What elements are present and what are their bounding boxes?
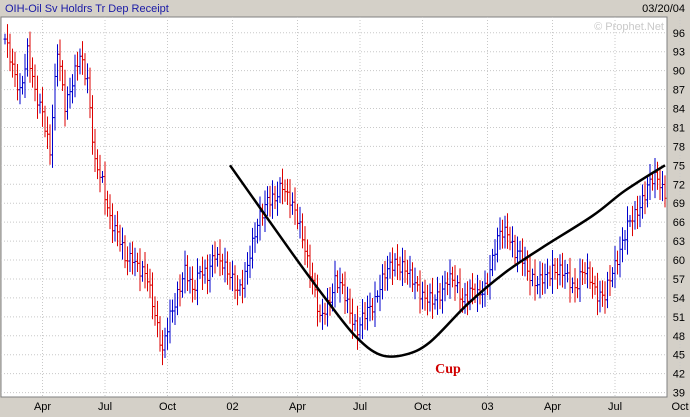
y-tick-label: 90 [673, 66, 685, 78]
y-tick-label: 81 [673, 122, 685, 134]
y-tick-label: 66 [673, 217, 685, 229]
x-tick-label: Jul [98, 401, 112, 413]
x-tick-label: 02 [226, 401, 238, 413]
y-tick-label: 57 [673, 274, 685, 286]
x-tick-label: Oct [671, 401, 688, 413]
cup-curve [228, 164, 666, 358]
y-tick-label: 75 [673, 160, 685, 172]
y-tick-label: 51 [673, 312, 685, 324]
plot-area [0, 16, 668, 398]
x-tick-label: Jul [353, 401, 367, 413]
x-tick-label: Apr [544, 401, 561, 413]
chart-title: OIH-Oil Sv Holdrs Tr Dep Receipt [5, 3, 169, 15]
x-tick-label: Jul [608, 401, 622, 413]
y-tick-label: 78 [673, 141, 685, 153]
y-tick-label: 42 [673, 369, 685, 381]
y-tick-label: 87 [673, 85, 685, 97]
x-axis-labels: AprJulOct02AprJulOct03AprJulOct04 [34, 401, 689, 413]
y-tick-label: 93 [673, 47, 685, 59]
y-tick-label: 96 [673, 28, 685, 40]
x-tick-label: Apr [34, 401, 51, 413]
x-tick-label: 03 [481, 401, 493, 413]
y-tick-label: 60 [673, 255, 685, 267]
cup-label: Cup [435, 362, 461, 377]
y-tick-label: 84 [673, 104, 685, 116]
price-bar [663, 175, 667, 208]
y-tick-label: 39 [673, 388, 685, 400]
x-tick-label: Oct [159, 401, 176, 413]
y-tick-label: 45 [673, 350, 685, 362]
x-tick-label: Oct [414, 401, 431, 413]
y-tick-label: 48 [673, 331, 685, 343]
chart-date: 03/20/04 [642, 3, 685, 15]
x-tick-label: Apr [289, 401, 306, 413]
y-tick-label: 72 [673, 179, 685, 191]
y-tick-label: 54 [673, 293, 685, 305]
watermark: © Prophet.Net [594, 21, 664, 33]
price-bars [3, 24, 667, 366]
y-axis-labels: 39 42 45 48 51 54 57 60 63 66 69 72 75 78 81 84 87 90 93 96 [673, 28, 685, 400]
y-tick-label: 63 [673, 236, 685, 248]
y-tick-label: 69 [673, 198, 685, 210]
